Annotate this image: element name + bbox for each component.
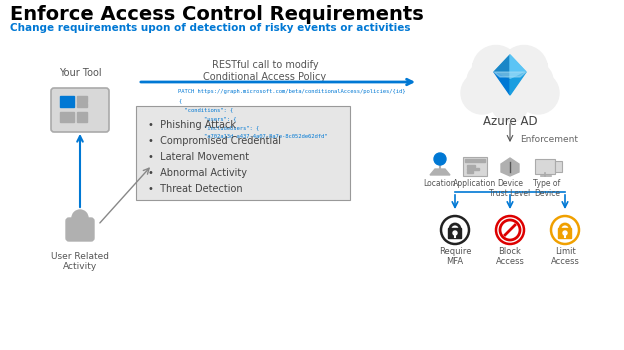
- Text: •  Lateral Movement: • Lateral Movement: [148, 152, 249, 162]
- Polygon shape: [501, 158, 519, 176]
- Bar: [467, 171, 473, 173]
- Circle shape: [434, 153, 446, 165]
- Text: •  Phishing Attack: • Phishing Attack: [148, 120, 236, 130]
- Text: •  Abnormal Activity: • Abnormal Activity: [148, 168, 247, 178]
- Text: Change requirements upon of detection of risky events or activities: Change requirements upon of detection of…: [10, 23, 411, 33]
- FancyBboxPatch shape: [555, 161, 562, 172]
- Text: Type of
Device: Type of Device: [534, 179, 560, 198]
- Circle shape: [563, 231, 567, 235]
- Polygon shape: [510, 72, 526, 95]
- Circle shape: [453, 231, 457, 235]
- Text: Block
Access: Block Access: [495, 247, 524, 266]
- FancyBboxPatch shape: [51, 88, 109, 132]
- Bar: [77, 96, 87, 102]
- FancyBboxPatch shape: [449, 229, 462, 238]
- Text: Azure AD: Azure AD: [483, 115, 537, 128]
- Text: Enforcement: Enforcement: [520, 135, 578, 144]
- Circle shape: [461, 72, 503, 114]
- Polygon shape: [494, 55, 526, 72]
- Polygon shape: [494, 55, 510, 80]
- Bar: [465, 159, 485, 162]
- Circle shape: [482, 56, 539, 113]
- Circle shape: [72, 210, 88, 226]
- FancyBboxPatch shape: [535, 159, 555, 174]
- Circle shape: [441, 216, 469, 244]
- Text: •  Compromised Credential: • Compromised Credential: [148, 136, 281, 146]
- FancyBboxPatch shape: [558, 229, 572, 238]
- Text: Application: Application: [454, 179, 497, 188]
- Circle shape: [467, 63, 501, 97]
- Text: "a702a13d-a437-4a07-8a7e-8c052de62dfd": "a702a13d-a437-4a07-8a7e-8c052de62dfd": [178, 134, 328, 139]
- Circle shape: [491, 84, 529, 122]
- Text: Require
MFA: Require MFA: [439, 247, 471, 266]
- Text: Enforce Access Control Requirements: Enforce Access Control Requirements: [10, 5, 424, 24]
- Text: Limit
Access: Limit Access: [550, 247, 580, 266]
- Bar: [60, 96, 74, 107]
- Bar: [60, 112, 74, 122]
- Text: Device
Trust Level: Device Trust Level: [489, 179, 530, 198]
- FancyBboxPatch shape: [66, 218, 94, 241]
- Text: RESTful call to modify
Conditional Access Policy: RESTful call to modify Conditional Acces…: [203, 60, 326, 82]
- Text: "includeUsers": {: "includeUsers": {: [178, 125, 259, 130]
- FancyBboxPatch shape: [463, 157, 487, 176]
- Circle shape: [519, 63, 553, 97]
- Text: {: {: [178, 98, 181, 103]
- Polygon shape: [494, 72, 510, 95]
- Circle shape: [496, 216, 524, 244]
- Text: Location: Location: [424, 179, 456, 188]
- Bar: [467, 165, 475, 167]
- Circle shape: [551, 216, 579, 244]
- Polygon shape: [494, 72, 526, 77]
- Text: User Related
Activity: User Related Activity: [51, 252, 109, 271]
- Bar: [467, 168, 479, 170]
- Bar: [77, 103, 87, 107]
- Polygon shape: [510, 55, 526, 80]
- Text: •  Threat Detection: • Threat Detection: [148, 184, 243, 194]
- Text: "users": {: "users": {: [178, 116, 236, 121]
- Text: PATCH https://graph.microsoft.com/beta/conditionalAccess/policies/{id}: PATCH https://graph.microsoft.com/beta/c…: [178, 89, 406, 94]
- Text: Your Tool: Your Tool: [59, 68, 101, 78]
- FancyBboxPatch shape: [136, 106, 350, 200]
- Circle shape: [472, 46, 520, 92]
- Circle shape: [517, 72, 559, 114]
- Text: "conditions": {: "conditions": {: [178, 107, 233, 112]
- Bar: [77, 112, 87, 122]
- Circle shape: [500, 46, 547, 92]
- FancyBboxPatch shape: [472, 63, 548, 105]
- Polygon shape: [430, 169, 450, 175]
